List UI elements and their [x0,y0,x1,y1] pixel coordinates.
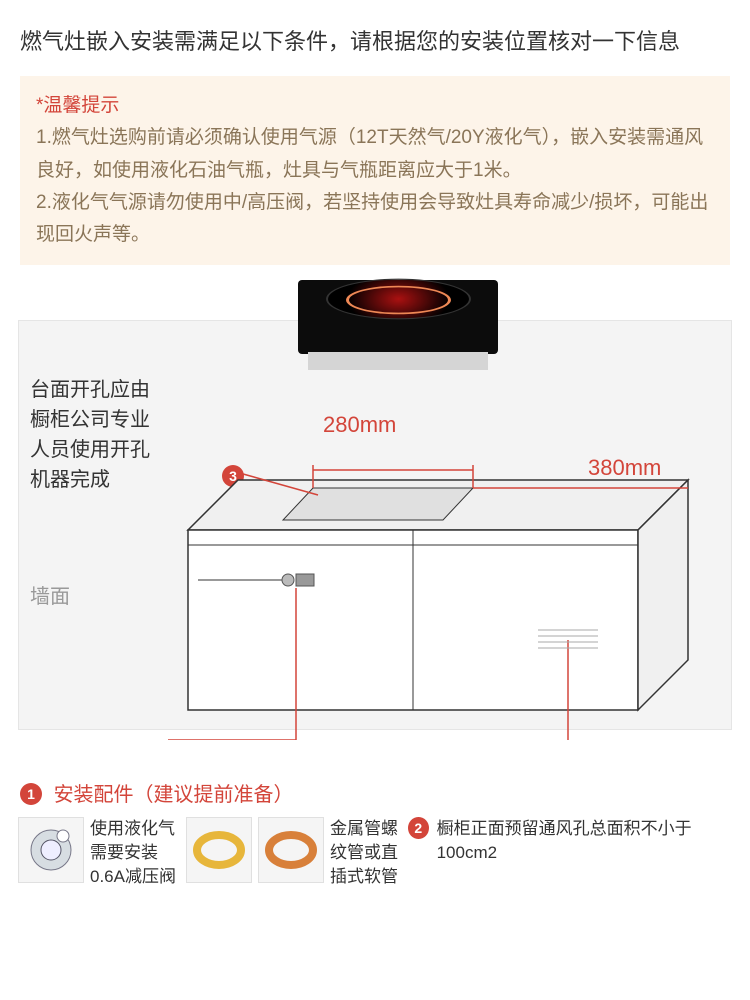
regulator-item: 使用液化气需要安装0.6A减压阀 [18,817,176,888]
ventilation-item: 2 橱柜正面预留通风孔总面积不小于100cm2 [408,817,732,865]
accessories-row: 使用液化气需要安装0.6A减压阀 金属管螺纹管或直插式软管 2 橱柜正面预留通风… [18,817,732,888]
accessories-heading: 1 安装配件（建议提前准备） [20,778,730,807]
stove-illustration [298,280,498,370]
wall-label: 墙面 [30,580,70,609]
tip-line-2: 2.液化气气源请勿使用中/高压阀，若坚持使用会导致灶具寿命减少/损坏，可能出现回… [36,187,714,252]
regulator-icon [18,817,84,883]
callout-badge-2: 2 [408,817,429,839]
hose-text: 金属管螺纹管或直插式软管 [330,817,398,888]
hose-orange-icon [258,817,324,883]
dimension-width: 280mm [323,412,396,438]
accessories-title-text: 安装配件（建议提前准备） [54,784,294,806]
cabinet-drawing [168,440,728,740]
hose-yellow-icon [186,817,252,883]
header-text: 燃气灶嵌入安装需满足以下条件，请根据您的安装位置核对一下信息 [0,0,750,76]
regulator-text: 使用液化气需要安装0.6A减压阀 [90,817,176,888]
installation-diagram: 台面开孔应由橱柜公司专业人员使用开孔机器完成 3 墙面 280mm 380mm [18,280,732,760]
hose-item: 金属管螺纹管或直插式软管 [186,817,398,888]
cutout-instruction: 台面开孔应由橱柜公司专业人员使用开孔机器完成 [30,375,150,495]
tip-line-1: 1.燃气灶选购前请必须确认使用气源（12T天然气/20Y液化气），嵌入安装需通风… [36,122,714,187]
tip-box: *温馨提示 1.燃气灶选购前请必须确认使用气源（12T天然气/20Y液化气），嵌… [20,76,730,265]
ventilation-text: 橱柜正面预留通风孔总面积不小于100cm2 [437,817,732,865]
callout-badge-1: 1 [20,783,42,805]
tip-title: *温馨提示 [36,90,714,122]
